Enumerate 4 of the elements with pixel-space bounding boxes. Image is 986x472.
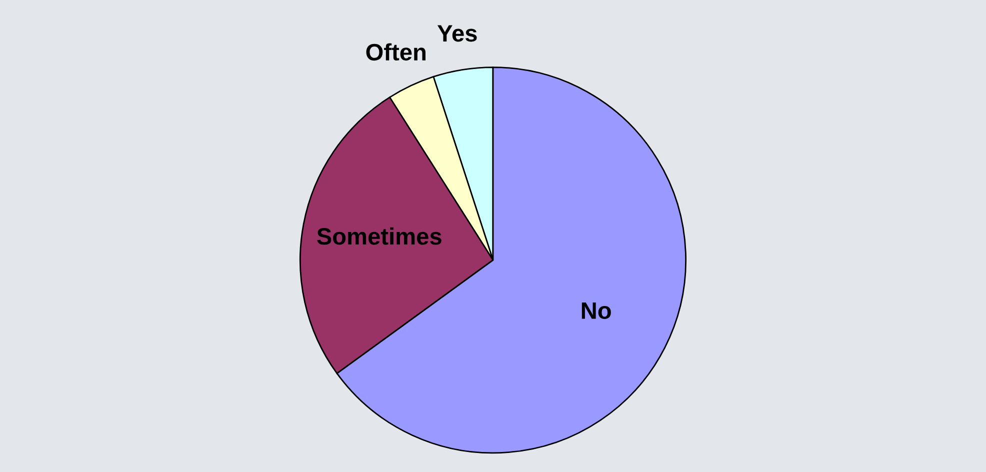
- slice-label: Often: [366, 43, 426, 61]
- slice-label: No: [582, 302, 611, 319]
- slice-label: Yes: [437, 25, 477, 42]
- slice-label: Sometimes: [317, 227, 442, 245]
